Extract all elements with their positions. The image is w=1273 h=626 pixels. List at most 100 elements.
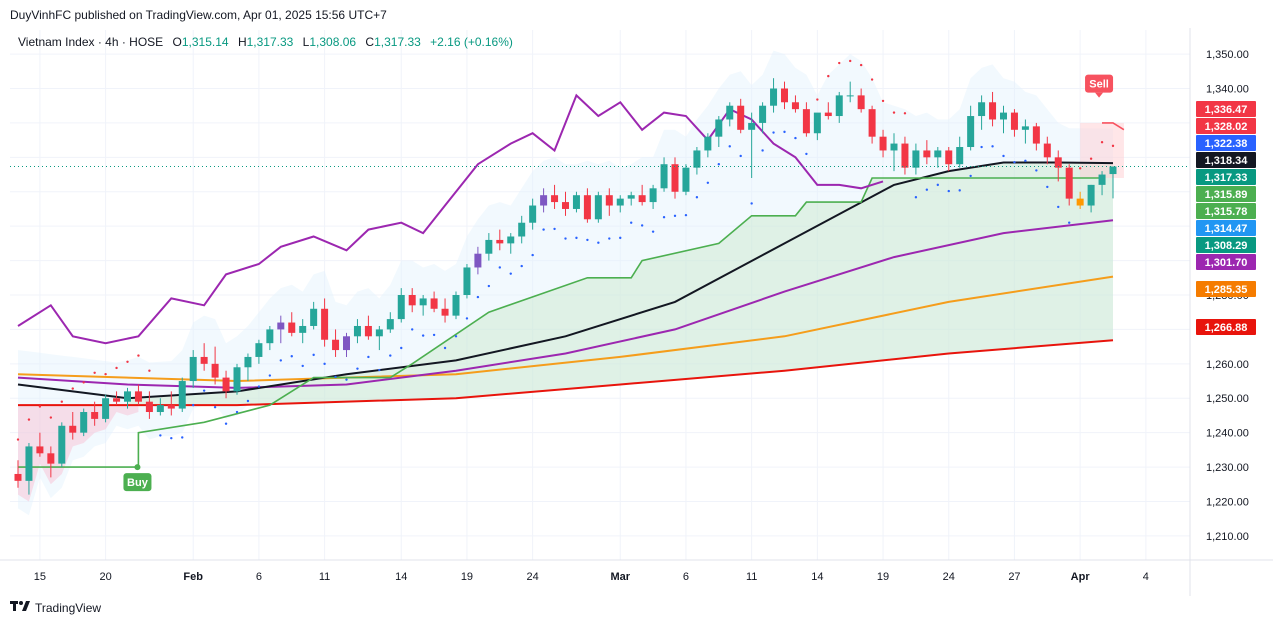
- candle[interactable]: [594, 195, 602, 220]
- candle[interactable]: [682, 167, 690, 192]
- candle[interactable]: [813, 112, 821, 134]
- candle[interactable]: [934, 150, 942, 158]
- candle[interactable]: [704, 136, 712, 151]
- candle[interactable]: [529, 205, 537, 223]
- candle[interactable]: [507, 236, 515, 244]
- tradingview-brand[interactable]: TradingView: [35, 600, 102, 615]
- candle[interactable]: [660, 164, 668, 189]
- candle[interactable]: [343, 336, 350, 351]
- buy-signal[interactable]: [123, 473, 152, 492]
- candle[interactable]: [266, 329, 274, 344]
- candle[interactable]: [25, 446, 33, 481]
- candle[interactable]: [824, 112, 832, 117]
- candle[interactable]: [233, 367, 241, 392]
- candle[interactable]: [430, 298, 438, 309]
- candle[interactable]: [770, 88, 778, 106]
- candle[interactable]: [857, 95, 865, 110]
- sell-signal[interactable]: [1085, 74, 1114, 93]
- candle[interactable]: [583, 195, 591, 220]
- candle[interactable]: [222, 377, 230, 392]
- candle[interactable]: [715, 119, 723, 137]
- candle[interactable]: [1065, 167, 1073, 199]
- candle[interactable]: [408, 295, 416, 306]
- candle[interactable]: [791, 102, 799, 110]
- candle[interactable]: [890, 143, 898, 151]
- candle[interactable]: [386, 319, 394, 330]
- candle[interactable]: [978, 102, 986, 117]
- candle[interactable]: [518, 222, 526, 237]
- candle[interactable]: [671, 164, 679, 192]
- candle[interactable]: [244, 356, 252, 368]
- candle[interactable]: [310, 308, 318, 326]
- candle[interactable]: [627, 195, 635, 199]
- candle[interactable]: [178, 381, 186, 409]
- candle[interactable]: [91, 412, 99, 419]
- candle[interactable]: [835, 95, 843, 117]
- candle[interactable]: [364, 325, 372, 337]
- tradingview-logo-icon[interactable]: [10, 600, 30, 615]
- candle[interactable]: [1087, 184, 1095, 206]
- candle[interactable]: [989, 102, 997, 120]
- candle[interactable]: [1021, 126, 1029, 130]
- candle[interactable]: [638, 195, 646, 203]
- candle[interactable]: [113, 398, 121, 402]
- candle[interactable]: [562, 202, 569, 209]
- candle[interactable]: [912, 150, 920, 168]
- candle[interactable]: [277, 322, 285, 330]
- candle[interactable]: [616, 198, 624, 206]
- candle[interactable]: [200, 356, 208, 364]
- candle[interactable]: [134, 391, 142, 402]
- candle[interactable]: [353, 325, 361, 337]
- candle[interactable]: [726, 105, 734, 120]
- candle[interactable]: [211, 363, 219, 378]
- candle[interactable]: [846, 95, 854, 97]
- candle[interactable]: [47, 453, 55, 464]
- candle[interactable]: [868, 109, 876, 137]
- candle[interactable]: [781, 88, 788, 103]
- candle[interactable]: [255, 343, 263, 357]
- candle[interactable]: [419, 298, 427, 306]
- candle[interactable]: [102, 398, 110, 419]
- candle[interactable]: [1054, 157, 1062, 168]
- candle[interactable]: [189, 356, 197, 382]
- chart-panel[interactable]: 1,350.001,340.001,330.001,320.001,310.00…: [0, 28, 1273, 596]
- candle[interactable]: [1000, 112, 1007, 120]
- symbol-label[interactable]: Vietnam Index · 4h · HOSE: [18, 35, 164, 49]
- candle[interactable]: [463, 267, 471, 295]
- candle[interactable]: [441, 308, 449, 316]
- candle[interactable]: [321, 308, 329, 340]
- candle[interactable]: [540, 195, 548, 206]
- candle[interactable]: [80, 412, 88, 433]
- candle[interactable]: [36, 446, 44, 454]
- candle[interactable]: [332, 339, 340, 351]
- candle[interactable]: [1076, 198, 1084, 206]
- candle[interactable]: [572, 195, 580, 209]
- candle[interactable]: [1032, 126, 1040, 144]
- candle[interactable]: [737, 105, 745, 130]
- candle[interactable]: [1010, 112, 1018, 130]
- candle[interactable]: [124, 391, 131, 402]
- candle[interactable]: [397, 295, 405, 320]
- candle[interactable]: [923, 150, 931, 158]
- candle[interactable]: [879, 136, 887, 151]
- candle[interactable]: [901, 143, 909, 168]
- candle[interactable]: [1109, 166, 1117, 175]
- candle[interactable]: [485, 239, 493, 254]
- candle[interactable]: [759, 105, 767, 123]
- candle[interactable]: [1098, 174, 1106, 185]
- candle[interactable]: [496, 239, 504, 244]
- candle[interactable]: [945, 150, 953, 165]
- candle[interactable]: [452, 295, 460, 316]
- candle[interactable]: [551, 195, 559, 203]
- candle[interactable]: [145, 401, 153, 413]
- candle[interactable]: [802, 109, 810, 134]
- candle[interactable]: [69, 425, 77, 433]
- candle[interactable]: [956, 147, 964, 165]
- candle[interactable]: [58, 425, 66, 464]
- candle[interactable]: [967, 116, 975, 148]
- candle[interactable]: [1043, 143, 1051, 158]
- candle[interactable]: [748, 122, 756, 130]
- candle[interactable]: [375, 329, 383, 337]
- candle[interactable]: [14, 473, 22, 481]
- candle[interactable]: [156, 405, 164, 413]
